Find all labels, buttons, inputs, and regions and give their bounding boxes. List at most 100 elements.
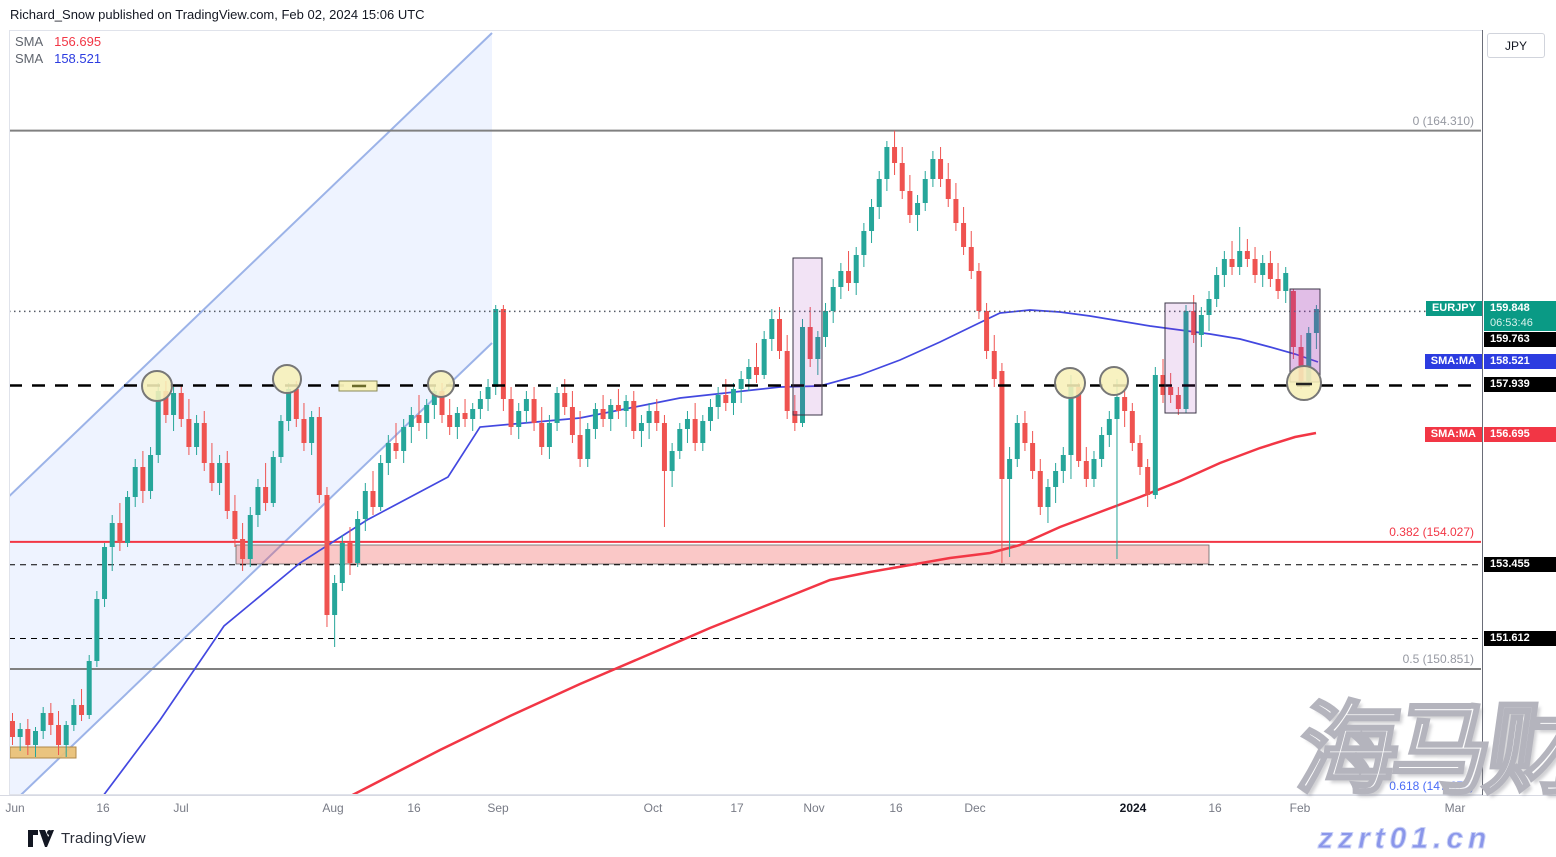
candle-body — [800, 327, 806, 423]
highlight-circle — [141, 370, 173, 402]
candle-body — [523, 399, 529, 411]
candle-body — [569, 407, 575, 435]
timeline-label-Dec: Dec — [964, 801, 986, 815]
candle-body — [907, 191, 913, 215]
candle-body — [539, 423, 545, 447]
candle-body — [945, 179, 951, 199]
candle-body — [286, 389, 292, 421]
fib-level-label: 0 (164.310) — [1412, 113, 1474, 128]
candle-body — [1214, 275, 1220, 299]
series-name-tag: EURJPY — [1425, 301, 1482, 317]
candle-body — [224, 463, 230, 511]
highlight-box — [792, 257, 823, 416]
candle-body — [293, 389, 299, 419]
timeline-label-Oct: Oct — [643, 801, 663, 815]
price-axis-border — [1482, 30, 1483, 823]
candle-body — [1076, 387, 1082, 461]
candle-body — [692, 419, 698, 443]
tradingview-logo-icon — [28, 830, 54, 847]
legend-sma-slow[interactable]: SMA 158.521 — [15, 50, 101, 67]
candle-body — [470, 409, 476, 419]
candle-body — [10, 721, 15, 737]
highlight-circle — [1054, 367, 1086, 399]
candle-body — [378, 463, 384, 507]
tradingview-footer[interactable]: TradingView — [28, 830, 146, 847]
candle-body — [746, 367, 752, 379]
candle-body — [715, 395, 721, 407]
candle-body — [1168, 387, 1174, 395]
fib-level-label: 0.5 (150.851) — [1402, 651, 1474, 666]
candle-body — [1275, 279, 1281, 291]
candle-body — [1145, 467, 1151, 495]
timeline-label-Feb: Feb — [1289, 801, 1311, 815]
candle-body — [930, 159, 936, 179]
candle-body — [1053, 471, 1059, 487]
candle-body — [186, 419, 192, 447]
candle-body — [339, 543, 345, 583]
legend-sma-fast[interactable]: SMA 156.695 — [15, 33, 101, 50]
candle-body — [1037, 471, 1043, 507]
countdown-tag: 06:53:46 — [1484, 316, 1556, 332]
candle-body — [1175, 395, 1181, 409]
timeline-label-17: 17 — [730, 801, 744, 815]
candle-body — [217, 463, 223, 483]
timeline-label-Nov: Nov — [803, 801, 825, 815]
candle-body — [723, 395, 729, 403]
candle-body — [324, 495, 330, 615]
candle-body — [209, 463, 215, 483]
candle-body — [309, 417, 315, 443]
candle-body — [1022, 423, 1028, 443]
candle-body — [991, 351, 997, 379]
candle-body — [769, 319, 775, 339]
candle-body — [1267, 263, 1273, 279]
price-tag-SMA:MA: 158.521 — [1484, 354, 1556, 370]
candle-body — [968, 247, 974, 271]
candle-body — [823, 311, 829, 337]
highlight-box — [1164, 302, 1197, 414]
price-axis[interactable]: 166.000165.000164.000163.000162.000161.0… — [1483, 30, 1556, 795]
candle-body — [1007, 459, 1013, 479]
timeline-label-16: 16 — [889, 801, 903, 815]
currency-toggle-button[interactable]: JPY — [1487, 33, 1545, 58]
candle-body — [1106, 419, 1112, 435]
candle-body — [1313, 309, 1319, 333]
candle-body — [1206, 299, 1212, 315]
candle-body — [700, 421, 706, 443]
candle-body — [761, 339, 767, 375]
candle-body — [753, 367, 759, 375]
candle-body — [447, 415, 453, 427]
candle-body — [815, 337, 821, 359]
timeline-label-Jun: Jun — [5, 801, 25, 815]
candle-body — [370, 491, 376, 507]
tradingview-brand-text: TradingView — [61, 830, 146, 847]
candle-body — [1191, 311, 1197, 335]
candle-body — [232, 511, 238, 539]
time-axis[interactable]: Jun 16 Jul Aug 16 Sep Oct 17 Nov 16 Dec 2024 16 Feb Ma… — [0, 795, 1556, 826]
candle-body — [684, 419, 690, 429]
price-tag-151.612: 151.612 — [1484, 630, 1556, 646]
candle-body — [830, 287, 836, 311]
candle-body — [1290, 291, 1296, 347]
candle-body — [385, 443, 391, 463]
candle-body — [132, 467, 138, 497]
timeline-label-2024: 2024 — [1119, 801, 1147, 815]
candle-body — [938, 159, 944, 179]
candle-body — [416, 415, 422, 423]
candle-body — [1306, 333, 1312, 381]
candle-body — [608, 405, 614, 419]
candle-body — [117, 523, 123, 543]
timeline-label-Sep: Sep — [487, 801, 509, 815]
timeline-label-Jul: Jul — [173, 801, 189, 815]
candle-body — [508, 399, 514, 427]
candle-body — [316, 417, 322, 495]
candle-body — [1099, 435, 1105, 459]
candle-body — [1014, 423, 1020, 459]
url-watermark: zzrt01.cn — [1317, 822, 1492, 856]
timeline-label-16: 16 — [96, 801, 110, 815]
series-name-tag: SMA:MA — [1424, 354, 1482, 370]
candle-body — [738, 379, 744, 389]
candle-body — [730, 389, 736, 403]
candle-body — [1283, 273, 1289, 291]
publish-header: Richard_Snow published on TradingView.co… — [10, 7, 425, 22]
